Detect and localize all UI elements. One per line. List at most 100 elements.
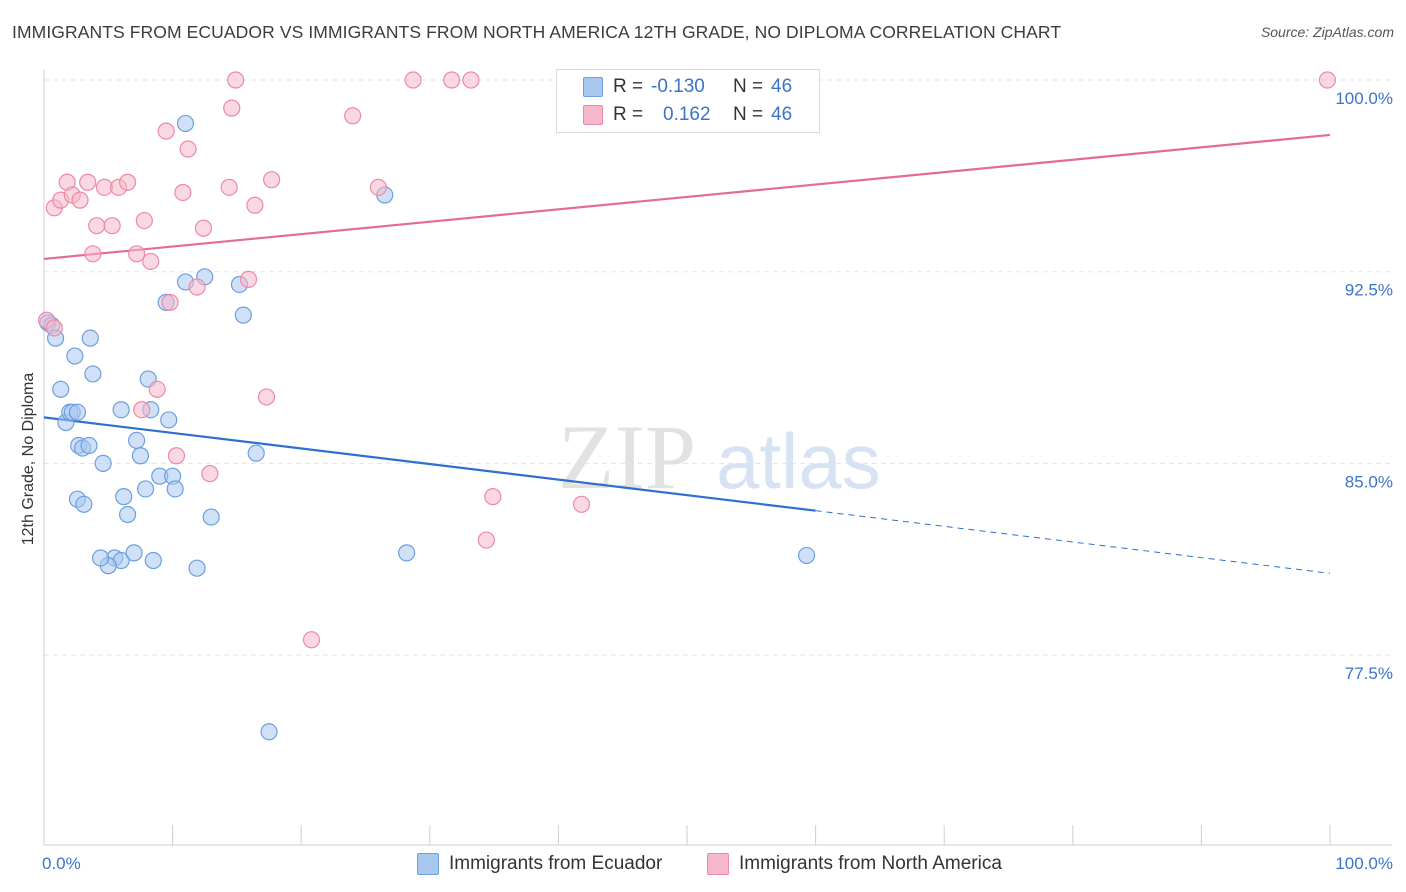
ecuador-point: [112, 401, 130, 419]
north-america-point: [118, 173, 137, 191]
ecuador-point: [797, 546, 816, 565]
ecuador-point: [91, 549, 110, 567]
legend-r-value: 0.162: [663, 104, 711, 125]
north-america-point: [223, 99, 241, 117]
source-credit: Source: ZipAtlas.com: [1260, 24, 1394, 40]
ecuador-point: [398, 544, 416, 562]
watermark-atlas: atlas: [716, 417, 881, 505]
ecuador-point: [131, 447, 150, 465]
north-america-point: [201, 465, 219, 483]
north-america-point: [135, 211, 153, 230]
ecuador-point: [52, 380, 70, 398]
ecuador-point: [118, 505, 137, 524]
north-america-point: [239, 270, 258, 288]
north-america-point: [344, 107, 362, 125]
north-america-point: [477, 531, 495, 549]
north-america-point: [263, 171, 281, 189]
legend-n-label: N =: [733, 76, 764, 97]
bottom-legend-swatch-pink: [707, 853, 729, 875]
north-america-point: [443, 71, 461, 89]
north-america-point: [174, 183, 192, 202]
legend-r-label: R =: [613, 104, 644, 125]
ecuador-point: [68, 403, 87, 421]
bottom-legend-ecuador: Immigrants from Ecuador: [417, 852, 662, 876]
ecuador-point: [144, 551, 162, 570]
ecuador-point: [166, 480, 184, 498]
ecuador-point: [125, 544, 143, 562]
north-america-point: [161, 293, 179, 311]
ecuador-point: [176, 114, 195, 133]
trend-lines: [43, 133, 1331, 574]
ecuador-point: [127, 431, 146, 449]
x-tick-label: 100.0%: [1335, 854, 1393, 873]
north-america-point: [404, 71, 422, 89]
y-tick-label: 85.0%: [1345, 472, 1393, 491]
north-america-point: [220, 178, 238, 196]
north-america-point: [45, 319, 63, 337]
legend-n-value: 46: [771, 76, 793, 97]
y-tick-label: 92.5%: [1345, 281, 1393, 300]
bottom-legend-swatch-blue: [417, 853, 439, 875]
legend-n-label: N =: [733, 104, 764, 125]
north-america-point: [484, 488, 502, 506]
north-america-point: [103, 217, 121, 235]
ecuador-point: [188, 559, 206, 577]
north-america-point: [194, 219, 213, 237]
legend-r-label: R =: [613, 76, 644, 97]
ecuador-point: [115, 488, 133, 506]
y-tick-label: 100.0%: [1335, 89, 1393, 108]
ecuador-point: [81, 329, 99, 347]
north-america-point: [369, 178, 387, 196]
north-america-point: [188, 278, 206, 296]
north-america-point: [133, 401, 151, 419]
north-america-point: [572, 495, 591, 513]
bottom-legend-label: Immigrants from Ecuador: [449, 853, 663, 874]
gridlines: [44, 79, 1392, 656]
watermark-zip: ZIP: [558, 406, 696, 508]
x-tick-label: 0.0%: [42, 854, 81, 873]
ecuador-point: [160, 411, 178, 429]
y-tick-label: 77.5%: [1345, 664, 1393, 683]
north-america-point: [148, 380, 166, 398]
chart-title: IMMIGRANTS FROM ECUADOR VS IMMIGRANTS FR…: [12, 22, 1062, 42]
ecuador-point: [66, 347, 84, 365]
ecuador-point: [234, 306, 252, 324]
legend-swatch-blue: [583, 77, 603, 97]
legend-r-value: -0.130: [651, 76, 705, 97]
ecuador-point: [94, 454, 112, 472]
bottom-legend-label: Immigrants from North America: [739, 853, 1002, 874]
north-america-point: [179, 140, 197, 158]
watermark: ZIP atlas: [558, 406, 881, 508]
correlation-legend: R = -0.130 N = 46 R = 0.162 N = 46: [556, 69, 820, 133]
north-america-point: [227, 71, 245, 89]
north-america-point: [167, 447, 186, 465]
axes: 100.0% 92.5% 85.0% 77.5% 0.0% 100.0%: [42, 70, 1393, 873]
north-america-point: [71, 191, 89, 209]
north-america-point: [257, 388, 276, 406]
north-america-point: [157, 122, 175, 140]
north-america-point: [302, 631, 321, 649]
north-america-point: [127, 245, 146, 263]
ecuador-point: [84, 365, 102, 383]
ecuador-trend-line: [43, 416, 816, 512]
north-america-point: [246, 196, 264, 214]
ecuador-trend-extension: [815, 510, 1331, 574]
ecuador-point: [136, 480, 155, 498]
north-america-trend-line: [43, 133, 1331, 261]
ecuador-point: [260, 723, 278, 741]
north-america-point: [1318, 71, 1337, 89]
legend-n-value: 46: [771, 104, 793, 125]
north-america-point: [88, 217, 106, 235]
north-america-point: [84, 245, 102, 263]
legend-swatch-pink: [583, 105, 603, 125]
north-america-point: [79, 173, 97, 191]
data-points: [37, 71, 1337, 741]
ecuador-point: [75, 495, 93, 513]
ecuador-point: [247, 444, 265, 462]
ecuador-point: [202, 508, 220, 526]
ecuador-point: [80, 436, 98, 455]
north-america-point: [142, 252, 160, 271]
north-america-point: [462, 71, 480, 89]
bottom-legend-north-america: Immigrants from North America: [707, 852, 1002, 876]
